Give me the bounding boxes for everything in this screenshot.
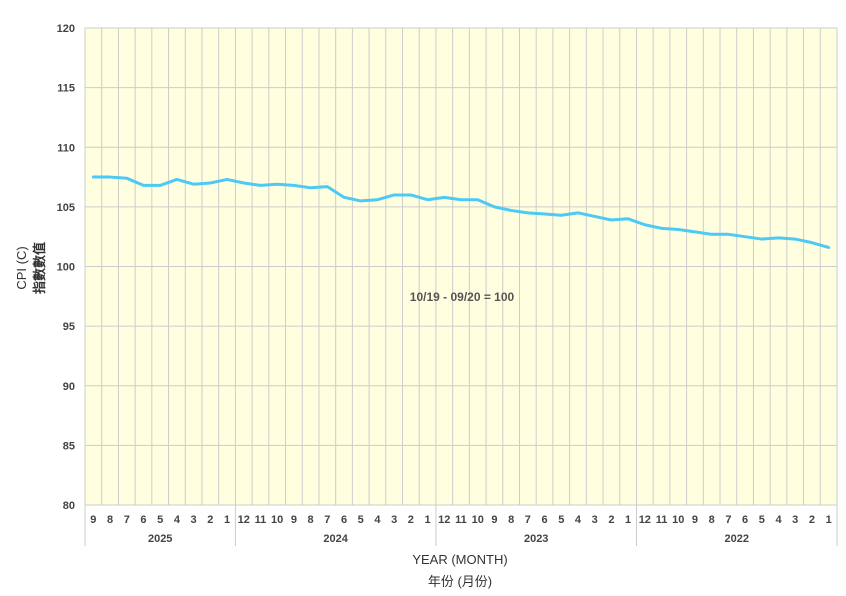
cpi-series-line (91, 175, 831, 249)
x-tick-label: 1 (625, 514, 631, 526)
x-tick-label: 12 (438, 514, 450, 526)
y-tick-label: 95 (63, 321, 75, 333)
y-axis-title: CPI (C) (14, 246, 29, 289)
x-tick-label: 7 (725, 514, 731, 526)
x-tick-label: 5 (358, 514, 364, 526)
x-tick-label: 3 (191, 514, 197, 526)
x-tick-label: 3 (792, 514, 798, 526)
x-tick-label: 11 (455, 514, 467, 526)
y-axis-subtitle: 指數數值 (32, 242, 47, 294)
x-tick-label: 7 (525, 514, 531, 526)
y-tick-label: 115 (57, 83, 75, 95)
x-tick-label: 4 (374, 514, 381, 526)
x-tick-label: 1 (425, 514, 431, 526)
y-tick-label: 120 (57, 23, 75, 35)
x-tick-label: 12 (639, 514, 651, 526)
x-tick-label: 9 (692, 514, 698, 526)
x-tick-label: 11 (656, 514, 668, 526)
year-axis: 2025 2024 2023 2022 (84, 505, 838, 546)
x-tick-label: 1 (224, 514, 230, 526)
x-axis-ticks: 9 8 7 6 5 4 3 2 1 12 11 10 9 8 7 6 5 4 3 2 1 12 11 10 9 8 7 6 5 4 3 2 1 1… (90, 514, 831, 526)
x-tick-label: 8 (308, 514, 314, 526)
x-tick-label: 7 (124, 514, 130, 526)
y-tick-label: 105 (57, 202, 75, 214)
x-tick-label: 1 (826, 514, 832, 526)
x-tick-label: 8 (709, 514, 715, 526)
series-layer (91, 175, 831, 249)
x-tick-label: 10 (472, 514, 484, 526)
x-tick-label: 2 (207, 514, 213, 526)
y-tick-label: 110 (57, 142, 75, 154)
x-tick-label: 4 (174, 514, 181, 526)
x-tick-label: 8 (107, 514, 113, 526)
x-tick-label: 6 (341, 514, 347, 526)
year-label: 2022 (724, 533, 748, 545)
y-axis-ticks: 120 115 110 105 100 95 90 85 80 (57, 23, 75, 512)
year-label: 2025 (148, 533, 172, 545)
x-tick-label: 8 (508, 514, 514, 526)
x-tick-label: 6 (140, 514, 146, 526)
x-tick-label: 5 (558, 514, 564, 526)
x-tick-label: 9 (491, 514, 497, 526)
x-tick-label: 6 (742, 514, 748, 526)
annotation-base-period: 10/19 - 09/20 = 100 (410, 290, 515, 304)
y-tick-label: 85 (63, 440, 75, 452)
x-tick-label: 7 (324, 514, 330, 526)
x-tick-label: 10 (672, 514, 684, 526)
x-tick-label: 5 (759, 514, 765, 526)
x-tick-label: 4 (775, 514, 782, 526)
x-tick-label: 5 (157, 514, 163, 526)
y-tick-label: 100 (57, 262, 75, 274)
x-axis-title: YEAR (MONTH) (412, 552, 507, 567)
x-tick-label: 10 (271, 514, 283, 526)
x-tick-label: 2 (608, 514, 614, 526)
x-tick-label: 9 (90, 514, 96, 526)
x-tick-label: 3 (592, 514, 598, 526)
y-tick-label: 80 (63, 500, 75, 512)
x-tick-label: 2 (809, 514, 815, 526)
year-label: 2024 (323, 533, 348, 545)
x-tick-label: 11 (255, 514, 267, 526)
x-tick-label: 12 (238, 514, 250, 526)
x-tick-label: 9 (291, 514, 297, 526)
year-label: 2023 (524, 533, 548, 545)
gridlines (84, 27, 838, 506)
x-axis-subtitle: 年份 (月份) (428, 574, 492, 589)
x-tick-label: 4 (575, 514, 582, 526)
x-tick-label: 2 (408, 514, 414, 526)
x-tick-label: 6 (541, 514, 547, 526)
x-tick-label: 3 (391, 514, 397, 526)
y-tick-label: 90 (63, 381, 75, 393)
